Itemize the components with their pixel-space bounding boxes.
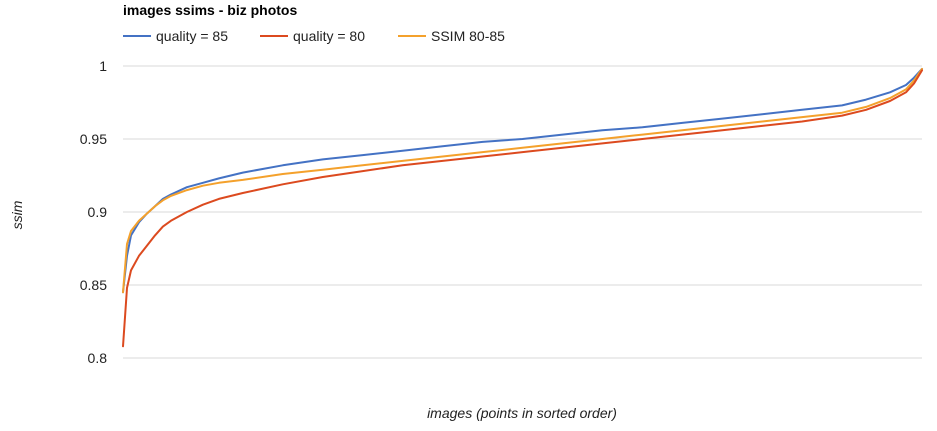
y-axis-title: ssim: [9, 200, 25, 229]
legend-label: quality = 80: [293, 28, 365, 44]
y-tick-label: 0.8: [88, 350, 108, 366]
y-tick-label: 0.85: [80, 277, 107, 293]
series-line-quality-80: [122, 69, 923, 348]
y-axis-ticks: 0.8 0.85 0.9 0.95 1: [80, 58, 107, 366]
y-tick-label: 1: [99, 58, 107, 74]
chart-title: images ssims - biz photos: [123, 2, 297, 18]
series-line-ssim-80-85: [122, 67, 923, 294]
legend: quality = 85 quality = 80 SSIM 80-85: [123, 28, 505, 44]
legend-label: SSIM 80-85: [431, 28, 505, 44]
x-axis-title: images (points in sorted order): [427, 405, 617, 421]
y-tick-label: 0.9: [88, 204, 108, 220]
series-lines: [122, 67, 923, 348]
y-tick-label: 0.95: [80, 131, 107, 147]
legend-label: quality = 85: [156, 28, 228, 44]
